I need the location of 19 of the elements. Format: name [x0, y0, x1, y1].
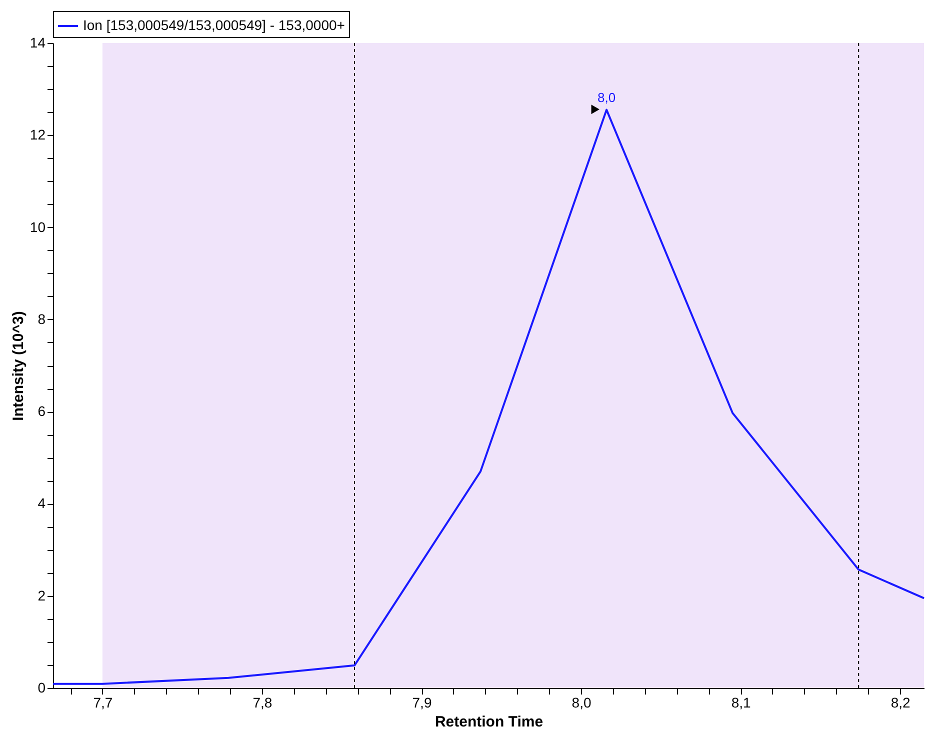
x-tick-label: 8,0	[572, 694, 592, 710]
y-axis-title: Intensity (10^3)	[10, 311, 27, 421]
y-tick-label: 4	[38, 495, 46, 512]
y-tick-label: 14	[30, 34, 46, 50]
x-tick-label: 8,2	[890, 694, 911, 710]
x-tick-label: 7,7	[93, 694, 113, 710]
line-series	[52, 108, 925, 685]
annotation: 8,0	[598, 90, 616, 105]
y-tick-label: 6	[38, 403, 46, 420]
x-axis-title: Retention Time	[434, 714, 544, 730]
y-tick-label: 2	[38, 587, 46, 604]
y-tick-label: 8	[38, 310, 46, 327]
legend-label: Ion [153,000549/153,000549] - 153,0000+	[83, 17, 345, 33]
y-tick-label: 12	[30, 126, 46, 143]
x-tick-label: 7,9	[412, 694, 432, 710]
x-tick-label: 8,1	[731, 694, 751, 710]
x-tick-label: 7,8	[252, 694, 272, 710]
y-tick-label: 0	[38, 680, 46, 696]
y-tick-label: 10	[30, 218, 46, 235]
